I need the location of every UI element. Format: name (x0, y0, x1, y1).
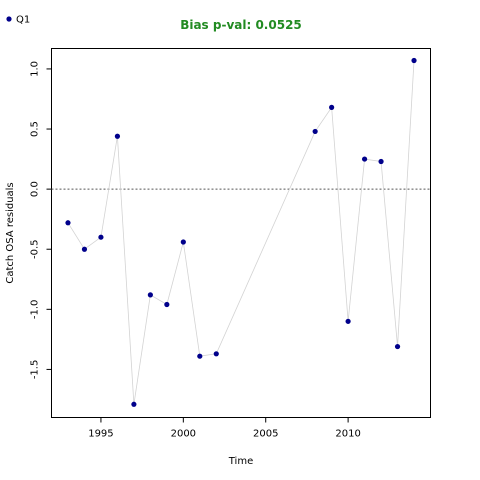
legend-marker (6, 16, 12, 22)
y-tick-label: -1.0 (30, 300, 41, 320)
legend: Q1 (6, 15, 30, 26)
data-point (345, 318, 351, 324)
data-point (378, 158, 384, 165)
series-connector-line (67, 60, 415, 405)
y-tick-label: -0.5 (30, 239, 41, 259)
x-axis-title: Time (228, 456, 253, 467)
data-point (329, 104, 335, 110)
chart-title: Bias p-val: 0.0525 (180, 18, 302, 32)
x-tick-label: 2000 (171, 429, 196, 440)
data-point (312, 128, 318, 135)
plot-frame (51, 48, 431, 418)
y-tick-label: -1.5 (30, 360, 41, 380)
data-point (147, 292, 153, 298)
x-tick-label: 1995 (88, 429, 113, 440)
x-tick-label: 2005 (253, 429, 278, 440)
series-points (65, 57, 417, 407)
y-axis-title: Catch OSA residuals (5, 182, 16, 283)
data-point (65, 220, 71, 226)
data-point (131, 401, 137, 407)
data-point (394, 343, 401, 350)
y-tick-label: 0.5 (30, 121, 41, 137)
data-point (411, 57, 417, 64)
x-axis: 1995 2000 2005 2010 (88, 417, 361, 440)
data-point (114, 133, 121, 139)
y-tick-label: 0.0 (30, 181, 41, 197)
data-point (197, 353, 203, 359)
legend-label-q1: Q1 (16, 15, 30, 26)
data-point (81, 246, 88, 252)
x-tick-label: 2010 (335, 429, 360, 440)
data-point (98, 234, 104, 240)
data-point (213, 351, 219, 357)
y-axis: -1.5 -1.0 -0.5 0.0 0.5 1.0 (30, 61, 52, 379)
data-point (180, 239, 186, 245)
data-point (361, 156, 368, 162)
data-point (164, 301, 170, 308)
y-tick-label: 1.0 (30, 61, 41, 77)
